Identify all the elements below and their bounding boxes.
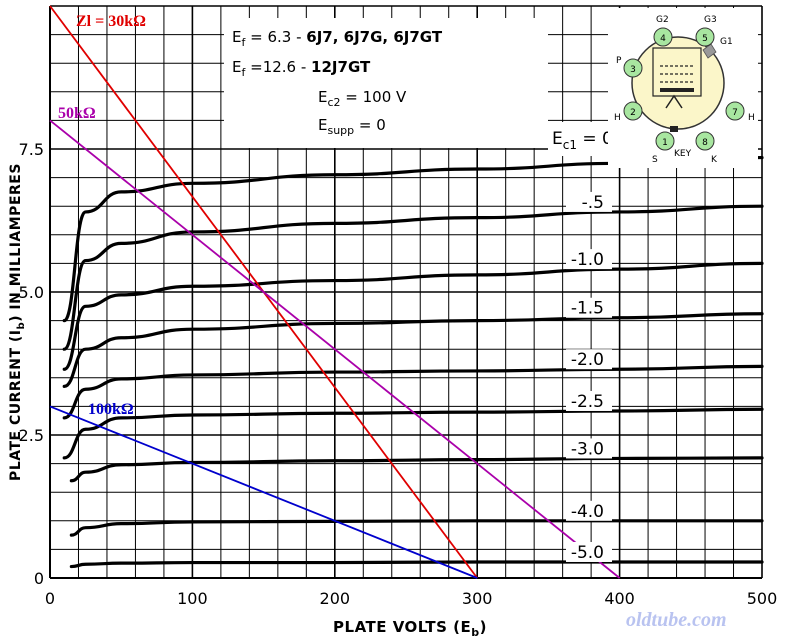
curve-label: -3.0 bbox=[571, 439, 604, 459]
load-line-label: 50kΩ bbox=[58, 105, 96, 122]
svg-text:8: 8 bbox=[702, 138, 708, 148]
axes: 0 100 200 300 400 500 0 2.5 5.0 7.5 bbox=[19, 6, 778, 608]
y-tick-label: 0 bbox=[34, 569, 44, 588]
svg-text:7: 7 bbox=[732, 108, 738, 118]
svg-text:3: 3 bbox=[630, 65, 636, 75]
curve-label: -2.0 bbox=[571, 350, 604, 370]
curve-label: -2.5 bbox=[571, 392, 604, 412]
pin-2: 2 bbox=[623, 101, 643, 121]
pin-1: 1 bbox=[655, 131, 675, 151]
svg-text:4: 4 bbox=[660, 34, 666, 44]
x-tick-label: 300 bbox=[462, 589, 493, 608]
plate-curves bbox=[62, 155, 764, 569]
pin-label-key: KEY bbox=[674, 149, 692, 159]
svg-text:5: 5 bbox=[702, 34, 708, 44]
load-line bbox=[49, 405, 478, 579]
plate-curve bbox=[62, 204, 764, 351]
plate-curve bbox=[69, 560, 764, 569]
curve-label: -1.0 bbox=[571, 250, 604, 270]
curve-label: -4.0 bbox=[571, 502, 604, 522]
x-tick-label: 400 bbox=[604, 589, 635, 608]
pin-label-s: S bbox=[652, 155, 658, 165]
info-line-2: Ef =12.6 - 12J7GT bbox=[232, 58, 371, 79]
y-tick-label: 5.0 bbox=[19, 283, 44, 302]
pin-label-h-left: H bbox=[614, 113, 621, 123]
y-axis-label: PLATE CURRENT (Ib) IN MILLIAMPERES bbox=[8, 163, 27, 481]
plate-curve bbox=[62, 407, 764, 460]
curve-label-bg bbox=[566, 349, 612, 370]
plate-curve bbox=[69, 456, 764, 483]
pin-5: 5 bbox=[695, 27, 715, 47]
tube-base-diagram: 1 2 3 4 5 7 8 G2 G3 G1 P H H S KEY K bbox=[608, 8, 758, 168]
load-line-label: Zl = 30kΩ bbox=[76, 13, 146, 30]
info-line-3: Ec2 = 100 V bbox=[318, 88, 407, 109]
pin-label-g3: G3 bbox=[704, 15, 717, 25]
plate-curve bbox=[62, 261, 764, 371]
plate-curve bbox=[62, 364, 764, 420]
pin-3: 3 bbox=[623, 58, 643, 78]
pin-4: 4 bbox=[653, 27, 673, 47]
x-tick-label: 500 bbox=[747, 589, 778, 608]
curve-label-bg bbox=[566, 297, 612, 318]
pin-label-g2: G2 bbox=[656, 15, 669, 25]
info-box: Ef = 6.3 - 6J7, 6J7G, 6J7GT Ef =12.6 - 1… bbox=[224, 18, 548, 148]
x-tick-label: 200 bbox=[320, 589, 351, 608]
y-tick-label: 7.5 bbox=[19, 140, 44, 159]
x-tick-label: 100 bbox=[177, 589, 208, 608]
plate-curve bbox=[69, 519, 764, 537]
pin-label-k: K bbox=[711, 155, 718, 165]
curve-labels: -.5 -1.0 -1.5 -2.0 -2.5 -3.0 -4.0 -5.0 bbox=[566, 191, 612, 563]
curve-label: -1.5 bbox=[571, 299, 604, 319]
info-line-4: Esupp = 0 bbox=[318, 116, 386, 137]
curve-label-bg bbox=[566, 249, 612, 270]
svg-text:2: 2 bbox=[630, 108, 636, 118]
y-tick-label: 2.5 bbox=[19, 426, 44, 445]
load-lines: Zl = 30kΩ 50kΩ 100kΩ bbox=[49, 5, 621, 579]
svg-text:1: 1 bbox=[662, 138, 668, 148]
curve-label-bg bbox=[566, 191, 612, 212]
info-line-1: Ef = 6.3 - 6J7, 6J7G, 6J7GT bbox=[232, 28, 443, 49]
pin-label-p: P bbox=[616, 56, 622, 66]
pin-8: 8 bbox=[695, 131, 715, 151]
pin-label-h-right: H bbox=[748, 113, 755, 123]
pin-7: 7 bbox=[725, 101, 745, 121]
load-line bbox=[49, 119, 621, 579]
curve-label-bg bbox=[566, 438, 612, 459]
x-tick-label: 0 bbox=[45, 589, 55, 608]
x-axis-label: PLATE VOLTS (Eb) bbox=[333, 618, 487, 639]
plate-curve bbox=[62, 155, 764, 323]
ec1-label: Ec1 = 0 bbox=[552, 129, 613, 152]
plate-curve bbox=[62, 312, 764, 388]
curve-label: -.5 bbox=[582, 193, 604, 213]
curve-label: -5.0 bbox=[571, 543, 604, 563]
pin-label-g1: G1 bbox=[720, 37, 733, 47]
load-line-label: 100kΩ bbox=[88, 401, 134, 418]
curve-label-bg bbox=[566, 500, 612, 521]
curve-label-bg bbox=[566, 541, 612, 562]
curve-label-bg bbox=[566, 390, 612, 411]
watermark: oldtube.com bbox=[626, 609, 727, 631]
